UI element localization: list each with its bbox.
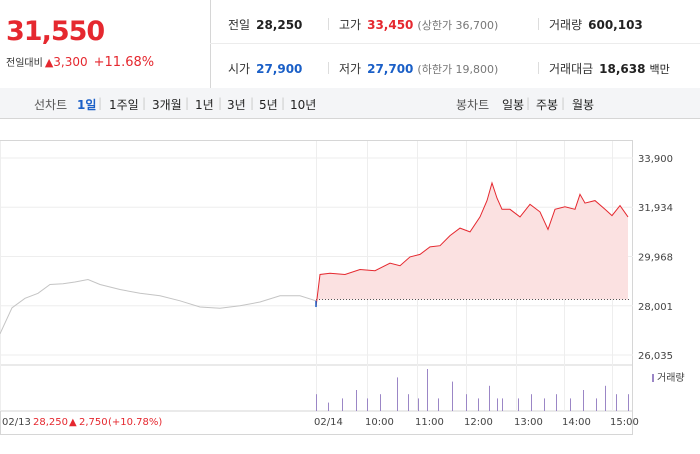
- tab-3month[interactable]: 3개월: [152, 98, 182, 112]
- volume-info: 거래량 600,103: [549, 18, 643, 32]
- change-label: 전일대비: [6, 58, 43, 69]
- up-triangle-icon: ▲: [69, 417, 77, 428]
- today-price-area: [316, 183, 628, 307]
- tab-10year[interactable]: 10년: [290, 98, 317, 112]
- tab-1week[interactable]: 1주일: [109, 98, 139, 112]
- volume-bar: [544, 398, 545, 411]
- volume-bar: [418, 398, 419, 411]
- volume-bars: [316, 369, 629, 411]
- tab-separator: |: [98, 96, 103, 110]
- prev-day-change: 2,750: [79, 417, 108, 428]
- tab-3year[interactable]: 3년: [227, 98, 246, 112]
- price-change: 전일대비 ▲3,300 +11.68%: [6, 54, 154, 70]
- y-tick-label: 29,968: [638, 252, 673, 263]
- volume-bar: [342, 398, 343, 411]
- volume-bar: [531, 394, 532, 411]
- volume-bar: [397, 377, 398, 411]
- volume-bar: [605, 385, 606, 411]
- y-tick-label: 31,934: [638, 203, 673, 214]
- x-axis-labels: 02/14 10:00 11:00 12:00 13:00 14:00 15:00: [314, 417, 639, 428]
- volume-bar: [356, 390, 357, 411]
- x-tick-label: 02/14: [314, 417, 343, 428]
- volume-bar: [316, 394, 317, 411]
- tab-separator: |: [250, 96, 255, 110]
- volume-bar: [452, 381, 453, 411]
- divider: [538, 62, 539, 74]
- prev-close: 전일 28,250: [228, 18, 303, 32]
- tab-daily-candle[interactable]: 일봉: [502, 98, 525, 112]
- tab-weekly-candle[interactable]: 주봉: [536, 98, 559, 112]
- x-tick-label: 10:00: [365, 417, 394, 428]
- volume-bar: [478, 398, 479, 411]
- y-tick-label: 28,001: [638, 302, 673, 313]
- x-tick-label: 13:00: [514, 417, 543, 428]
- up-triangle-icon: ▲: [44, 56, 54, 69]
- x-tick-label: 14:00: [562, 417, 591, 428]
- divider: [328, 62, 329, 74]
- volume-bar: [408, 394, 409, 411]
- prev-day-close: 28,250: [33, 417, 68, 428]
- volume-bar: [502, 398, 503, 411]
- volume-bar: [628, 394, 629, 411]
- tab-separator: |: [526, 96, 531, 110]
- volume-bar: [570, 398, 571, 411]
- tab-separator: |: [185, 96, 190, 110]
- volume-bar: [556, 394, 557, 411]
- change-rate: +11.68%: [93, 55, 155, 70]
- volume-bar: [583, 390, 584, 411]
- tab-1day[interactable]: 1일: [77, 98, 97, 112]
- divider: [328, 18, 329, 30]
- y-tick-label: 26,035: [638, 351, 673, 362]
- line-chart-label: 선차트: [34, 98, 68, 112]
- divider: [210, 43, 700, 44]
- volume-bar: [427, 369, 428, 411]
- day-high: 고가 33,450 (상한가 36,700): [339, 18, 499, 32]
- volume-bar: [380, 394, 381, 411]
- y-tick-label: 33,900: [638, 154, 673, 165]
- chart-period-tabs: 선차트 1일 | 1주일 | 3개월 | 1년 | 3년 | 5년 | 10년 …: [0, 88, 700, 119]
- current-price: 31,550: [6, 16, 105, 47]
- volume-bar: [518, 398, 519, 411]
- prev-day-price-line: [0, 278, 317, 335]
- tab-separator: |: [561, 96, 566, 110]
- day-low: 저가 27,700 (하한가 19,800): [339, 62, 499, 76]
- change-value: 3,300: [53, 55, 88, 69]
- volume-bar: [489, 385, 490, 411]
- tab-separator: |: [142, 96, 147, 110]
- tab-1year[interactable]: 1년: [195, 98, 214, 112]
- current-price-box: 31,550 전일대비 ▲3,300 +11.68%: [0, 0, 211, 88]
- volume-bar: [616, 394, 617, 411]
- x-tick-label: 11:00: [415, 417, 444, 428]
- volume-bar: [367, 398, 368, 411]
- volume-bar: [497, 398, 498, 411]
- tab-separator: |: [281, 96, 286, 110]
- y-axis-labels: 33,900 31,934 29,968 28,001 26,035: [638, 154, 673, 362]
- volume-bar: [438, 398, 439, 411]
- tab-separator: |: [218, 96, 223, 110]
- candle-chart-label: 봉차트: [456, 98, 490, 112]
- price-chart-area: 33,900 31,934 29,968 28,001 26,035 02/14 10:0…: [0, 119, 700, 450]
- x-tick-label: 12:00: [464, 417, 493, 428]
- tab-5year[interactable]: 5년: [259, 98, 278, 112]
- quote-summary: 31,550 전일대비 ▲3,300 +11.68% 전일 28,250 고가 33,4…: [0, 0, 700, 89]
- open-price: 시가 27,900: [228, 62, 303, 76]
- tab-monthly-candle[interactable]: 월봉: [572, 98, 595, 112]
- volume-bar: [466, 394, 467, 411]
- price-area: [316, 183, 628, 307]
- prev-day-date: 02/13: [2, 417, 31, 428]
- today-price-line: [315, 181, 629, 308]
- price-chart: 33,900 31,934 29,968 28,001 26,035 02/14 10:0…: [0, 140, 685, 435]
- prev-day-rate: (+10.78%): [108, 417, 162, 428]
- volume-legend-icon: [652, 374, 654, 382]
- volume-bar: [328, 402, 329, 411]
- price-lines: [0, 181, 630, 335]
- divider: [538, 18, 539, 30]
- x-tick-label: 15:00: [610, 417, 639, 428]
- volume-legend: 거래량: [657, 372, 685, 384]
- volume-bar: [596, 398, 597, 411]
- trade-amount: 거래대금 18,638 백만: [549, 62, 670, 76]
